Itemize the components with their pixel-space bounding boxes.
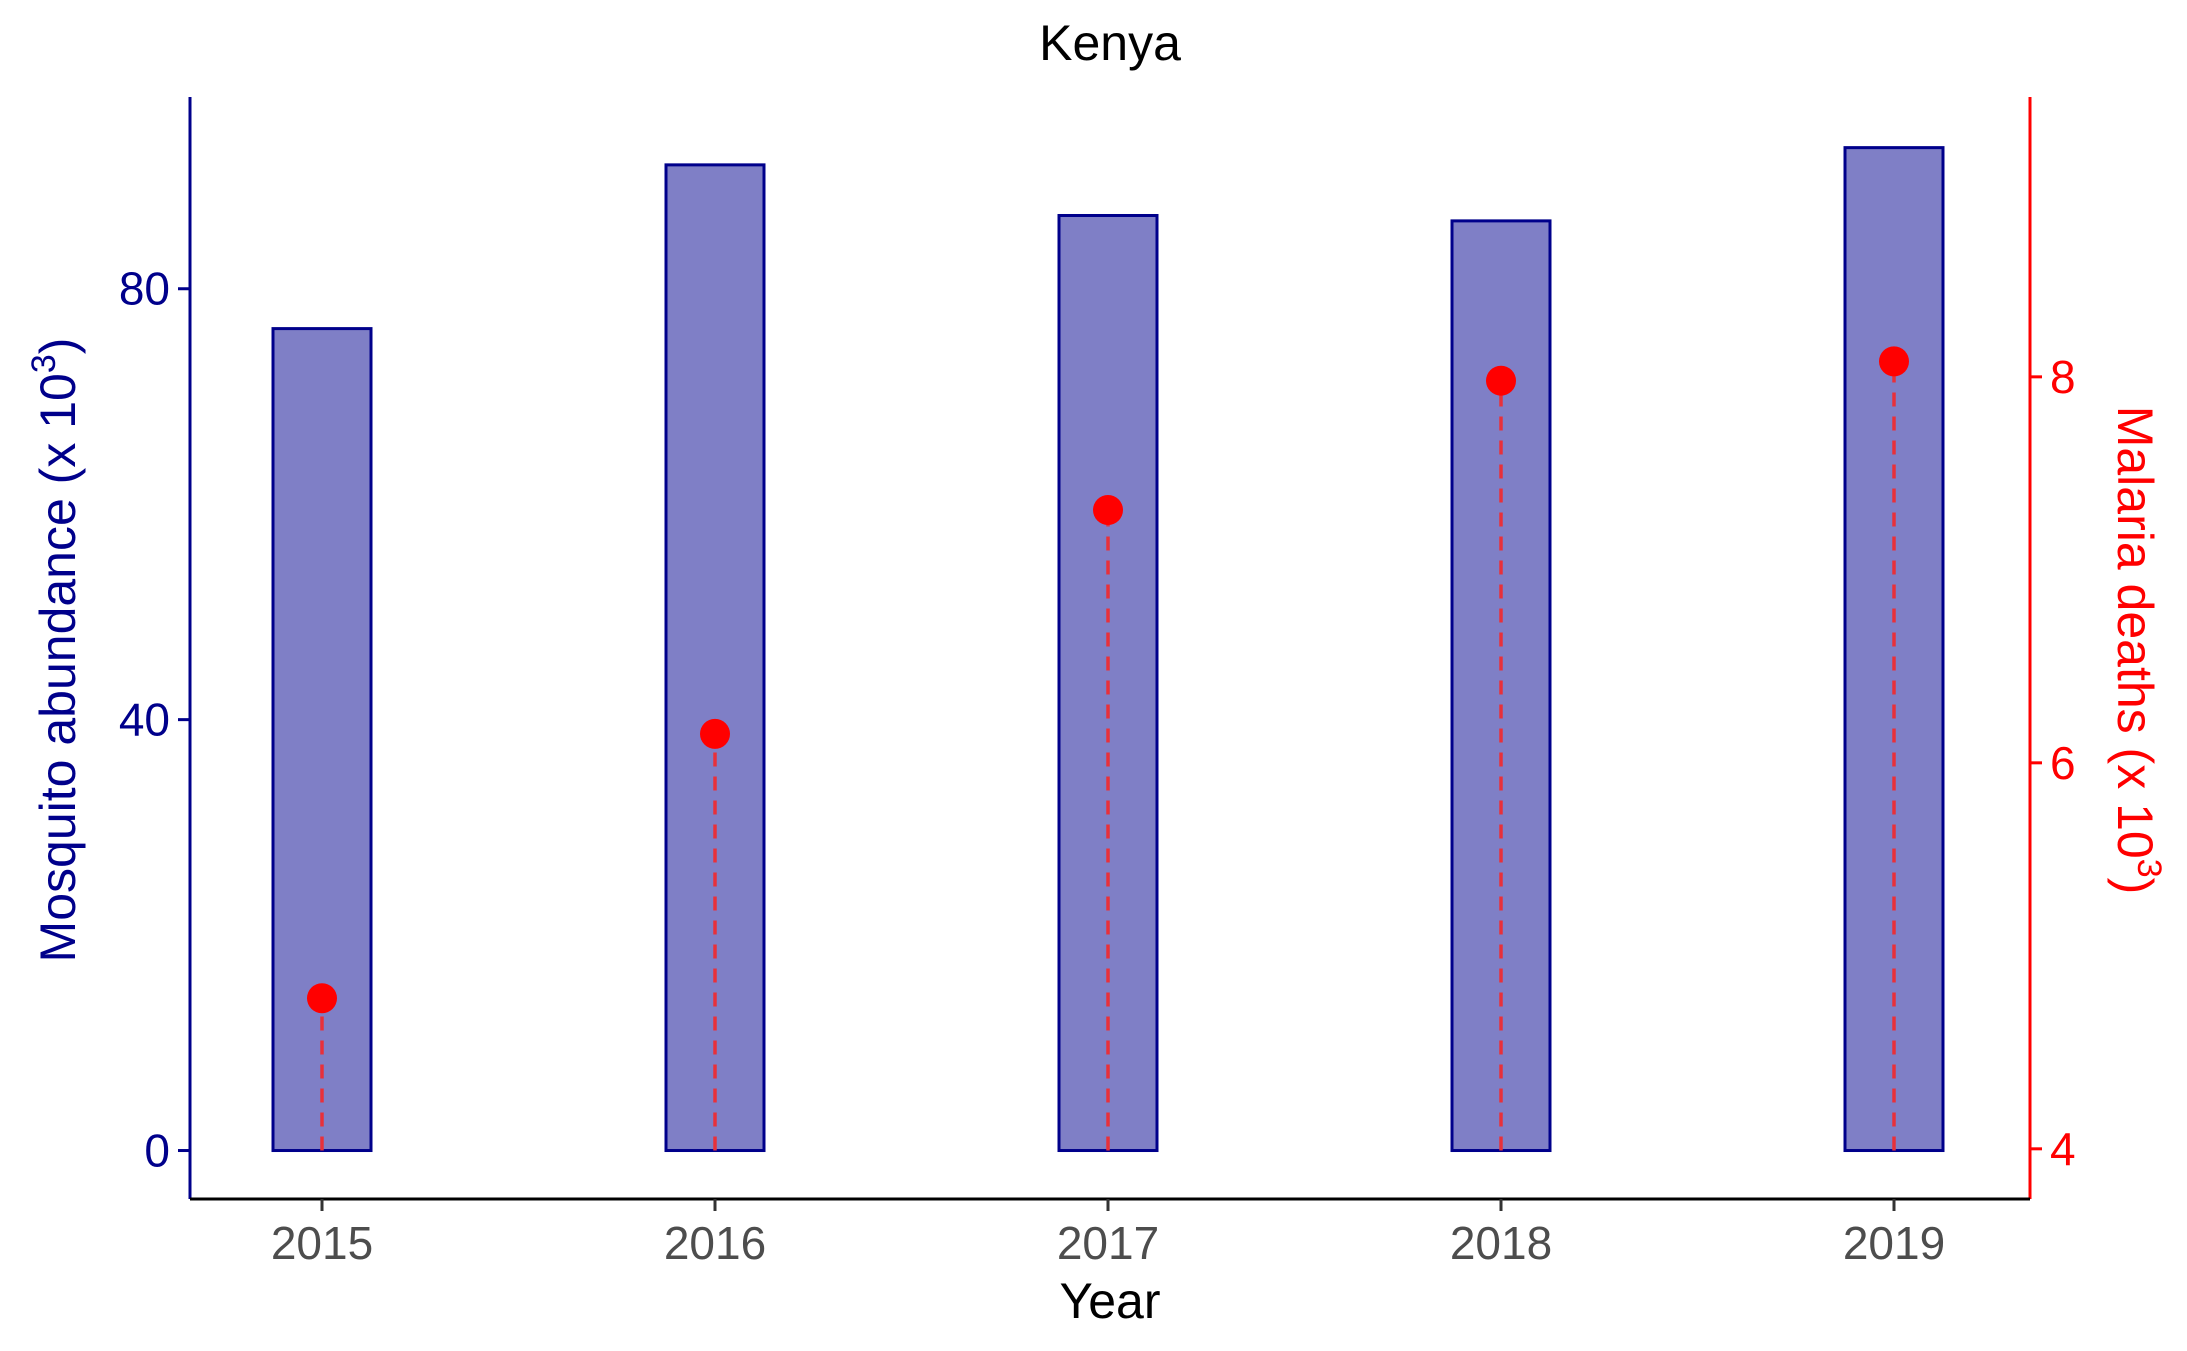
right-tick-label-6: 6 [2050, 737, 2076, 789]
x-tick-label-2018: 2018 [1450, 1217, 1552, 1269]
y-left-title-close: ) [30, 338, 86, 355]
x-tick-label-2017: 2017 [1057, 1217, 1159, 1269]
left-tick-label-0: 0 [144, 1125, 170, 1177]
right-axis: 4 6 8 [2028, 97, 2076, 1199]
x-tick-label-2016: 2016 [664, 1217, 766, 1269]
x-tick-label-2019: 2019 [1843, 1217, 1945, 1269]
x-axis-ticks: 2015 2016 2017 2018 2019 [271, 1199, 1945, 1269]
right-tick-label-4: 4 [2050, 1123, 2076, 1175]
y-right-axis-title: Malaria deaths (x 103) [2107, 406, 2168, 895]
bar-2016 [664, 163, 766, 1153]
y-right-title-sup: 3 [2130, 859, 2168, 878]
plot-area [271, 146, 1945, 1153]
left-axis: 0 40 80 [119, 97, 192, 1199]
y-left-axis-title: Mosquito abundance (x 103) [25, 338, 86, 963]
dot-2015 [307, 983, 337, 1014]
dot-2017 [1093, 495, 1123, 526]
bar-2015 [271, 327, 373, 1153]
dots-layer [307, 346, 1909, 1014]
left-tick-label-80: 80 [119, 263, 170, 315]
y-left-title-sup: 3 [25, 354, 63, 373]
x-axis: 2015 2016 2017 2018 2019 [190, 1197, 2030, 1269]
y-right-title-text: Malaria deaths (x 10 [2107, 406, 2163, 859]
dot-2016 [700, 718, 730, 749]
stems-layer [320, 361, 1896, 1151]
right-tick-label-8: 8 [2050, 351, 2076, 403]
dot-2018 [1486, 365, 1516, 396]
left-tick-label-40: 40 [119, 694, 170, 746]
dot-2019 [1879, 346, 1909, 377]
y-left-title-text: Mosquito abundance (x 10 [30, 373, 86, 962]
x-axis-title: Year [1059, 1273, 1160, 1329]
chart-title: Kenya [1039, 15, 1181, 71]
right-axis-ticks: 4 6 8 [2030, 351, 2076, 1175]
left-axis-ticks: 0 40 80 [119, 263, 190, 1177]
y-right-title-close: ) [2107, 878, 2163, 895]
x-tick-label-2015: 2015 [271, 1217, 373, 1269]
